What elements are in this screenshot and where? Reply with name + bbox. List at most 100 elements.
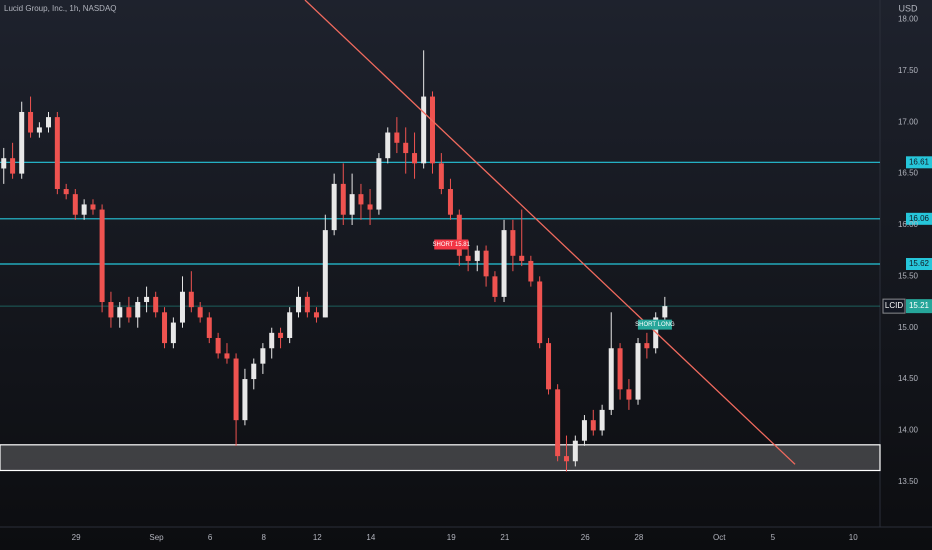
currency: USD xyxy=(898,3,918,13)
candle-body xyxy=(99,209,105,303)
candle-body xyxy=(304,296,310,313)
level-badge xyxy=(906,156,932,169)
candle-body xyxy=(385,132,391,159)
candle-body xyxy=(36,127,42,133)
candle-body xyxy=(19,111,25,174)
candle-body xyxy=(90,204,96,210)
candle-body xyxy=(492,276,498,297)
candle-body xyxy=(403,142,409,154)
candle-body xyxy=(126,307,132,318)
x-tick-label: 29 xyxy=(72,533,81,542)
candle-body xyxy=(162,312,168,344)
level-label: 16.61 xyxy=(909,157,930,166)
symbol-badge xyxy=(882,298,906,314)
y-tick-label: 15.00 xyxy=(898,323,919,332)
candle-body xyxy=(429,96,435,164)
candle-body xyxy=(63,189,69,195)
x-tick-label: 5 xyxy=(771,533,776,542)
candle-body xyxy=(465,255,471,261)
candle-body xyxy=(251,363,257,380)
level-label: 16.06 xyxy=(909,214,930,223)
y-tick-label: 14.00 xyxy=(898,426,919,435)
x-tick-label: 6 xyxy=(208,533,213,542)
candle-body xyxy=(474,250,480,261)
candle-body xyxy=(608,348,614,410)
candle-body xyxy=(590,420,596,431)
candle-body xyxy=(331,183,337,231)
x-tick-label: 14 xyxy=(366,533,375,542)
candle-body xyxy=(322,230,328,318)
y-tick-label: 13.50 xyxy=(898,477,919,486)
candle-body xyxy=(188,291,194,308)
candle-body xyxy=(421,96,427,164)
candle-body xyxy=(179,291,185,323)
y-tick-label: 15.50 xyxy=(898,271,919,280)
candle-body xyxy=(296,296,302,313)
candle-body xyxy=(456,214,462,256)
level-label: 15.62 xyxy=(909,259,930,268)
candle-body xyxy=(153,296,159,313)
candle-body xyxy=(278,332,284,338)
candle-body xyxy=(117,307,123,318)
candle-body xyxy=(626,389,632,400)
candle-body xyxy=(501,230,507,297)
x-tick-label: 10 xyxy=(849,533,858,542)
candle-body xyxy=(260,348,266,364)
candle-body xyxy=(206,317,212,338)
x-tick-label: Oct xyxy=(713,533,726,542)
candle-body xyxy=(662,306,668,318)
candle-body xyxy=(233,358,239,421)
zone xyxy=(0,444,881,472)
annotation-box xyxy=(637,319,672,330)
candle-body xyxy=(46,117,52,128)
candle-body xyxy=(555,389,561,457)
x-tick-label: Sep xyxy=(149,533,164,542)
symbol-label: LCID xyxy=(885,301,903,310)
candle-body xyxy=(644,343,650,349)
x-tick-label: 19 xyxy=(447,533,456,542)
x-tick-label: 21 xyxy=(500,533,509,542)
candle-body xyxy=(412,153,418,164)
last-price-badge xyxy=(906,299,932,314)
candle-body xyxy=(215,337,221,354)
x-tick-label: 26 xyxy=(581,533,590,542)
candle-body xyxy=(242,379,248,421)
y-tick-label: 14.50 xyxy=(898,374,919,383)
candle-body xyxy=(170,322,176,344)
candle-body xyxy=(581,420,587,441)
candle-body xyxy=(519,255,525,261)
level-badge xyxy=(906,258,932,271)
x-tick-label: 28 xyxy=(634,533,643,542)
candle-body xyxy=(546,343,552,390)
candle-body xyxy=(447,189,453,215)
candle-body xyxy=(394,132,400,143)
candle-body xyxy=(197,307,203,318)
candle-body xyxy=(72,194,78,215)
candle-body xyxy=(483,250,489,277)
candle-body xyxy=(108,302,114,318)
y-tick-label: 16.50 xyxy=(898,169,919,178)
candle-body xyxy=(313,312,319,318)
candle-body xyxy=(135,302,141,318)
candle-body xyxy=(528,260,534,282)
annotation-text: SHORT 15.81 xyxy=(433,242,471,248)
y-tick-label: 17.00 xyxy=(898,117,919,126)
candle-body xyxy=(81,204,87,215)
level-badge xyxy=(906,212,932,225)
candle-body xyxy=(269,332,275,349)
candle-body xyxy=(510,230,516,256)
candle-body xyxy=(10,158,16,174)
candle-body xyxy=(1,158,7,169)
y-tick-label: 17.50 xyxy=(898,66,919,75)
y-tick-label: 18.00 xyxy=(898,15,919,24)
candle-body xyxy=(349,194,355,215)
candle-body xyxy=(367,204,373,210)
candle-body xyxy=(340,183,346,215)
candle-body xyxy=(563,456,569,462)
trendline xyxy=(304,0,796,465)
candle-body xyxy=(224,353,230,359)
candle-body xyxy=(572,440,578,462)
candle-body xyxy=(28,111,34,133)
